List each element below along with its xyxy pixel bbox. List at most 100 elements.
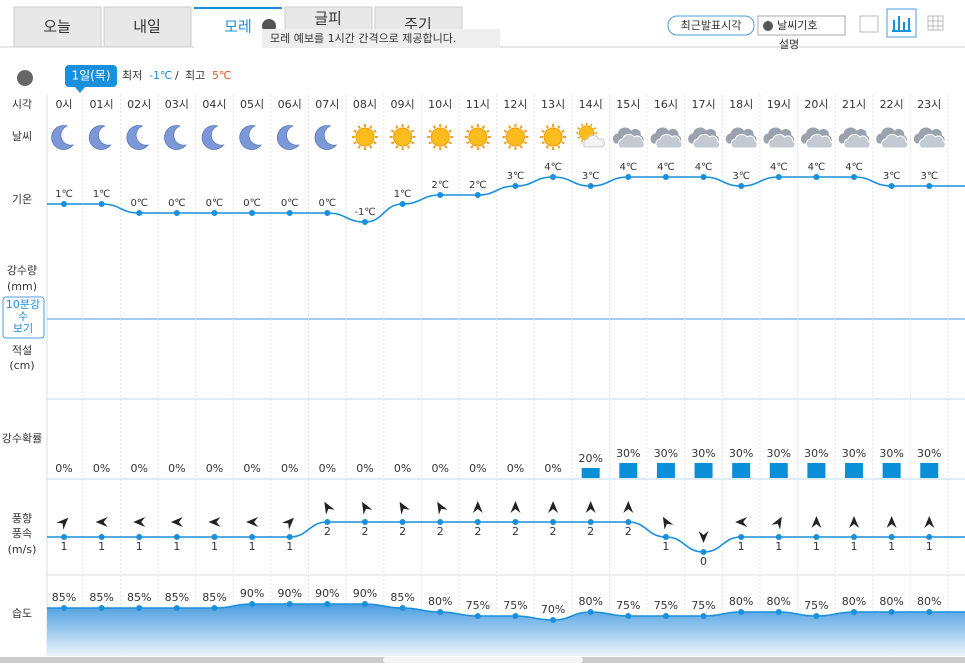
probability-label: 30% bbox=[842, 447, 866, 460]
symbol-button[interactable] bbox=[757, 15, 846, 36]
symbol-button-label[interactable]: 날씨기호 bbox=[777, 19, 817, 32]
temperature-label: 3℃ bbox=[920, 171, 938, 182]
temperature-point bbox=[775, 174, 782, 180]
sun-ray bbox=[373, 141, 377, 145]
ten-min-button-label[interactable]: 수 bbox=[18, 310, 28, 323]
ten-min-button-label[interactable]: 10분강 bbox=[6, 298, 40, 311]
sun-ray bbox=[503, 129, 508, 133]
hour-label: 02시 bbox=[127, 98, 151, 111]
weather-icon bbox=[875, 126, 909, 149]
temperature-label: -1℃ bbox=[354, 207, 375, 218]
wind-speed-label: 1 bbox=[775, 540, 782, 553]
probability-label: 0% bbox=[93, 462, 110, 475]
wind-speed-label: 2 bbox=[437, 525, 444, 538]
latest-button-label[interactable]: 최근발표시각 bbox=[681, 19, 742, 32]
humidity-label: 85% bbox=[89, 591, 113, 604]
probability-label: 30% bbox=[917, 447, 941, 460]
humidity-label: 90% bbox=[277, 587, 301, 600]
temperature-point bbox=[512, 183, 519, 189]
humidity-point bbox=[136, 605, 143, 611]
sun-ray bbox=[369, 125, 373, 129]
humidity-label: 85% bbox=[202, 591, 226, 604]
sun-ray bbox=[466, 129, 470, 133]
tab-label[interactable]: 내일 bbox=[133, 18, 161, 36]
sun-ray bbox=[481, 125, 486, 129]
cloud-icon bbox=[843, 133, 871, 149]
sun-ray bbox=[481, 145, 486, 149]
temperature-label: 4℃ bbox=[657, 162, 675, 173]
view-toggle[interactable] bbox=[859, 8, 944, 38]
min-value: -1℃ bbox=[149, 69, 172, 82]
latest-button[interactable] bbox=[667, 15, 755, 36]
moon-icon bbox=[276, 125, 300, 150]
hour-label: 04시 bbox=[202, 98, 226, 111]
tab-label[interactable]: 글피 bbox=[314, 10, 342, 28]
temperature-point bbox=[211, 210, 218, 216]
description-link[interactable]: 설명 bbox=[779, 38, 799, 51]
wind-arrow bbox=[208, 517, 221, 527]
wind-arrow bbox=[437, 501, 448, 515]
moon-icon bbox=[126, 125, 150, 150]
hour-label: 22시 bbox=[880, 98, 904, 111]
weather-icon bbox=[800, 126, 833, 149]
probability-bar bbox=[694, 463, 713, 478]
sun-ray bbox=[577, 136, 581, 139]
help-icon[interactable] bbox=[17, 70, 33, 86]
row-label: 기온 bbox=[12, 193, 32, 206]
wind-arrow bbox=[811, 516, 822, 528]
wind-arrow bbox=[662, 516, 674, 530]
tab-label[interactable]: 모레 bbox=[224, 18, 252, 36]
wind-arrow bbox=[510, 501, 521, 513]
sun-ray bbox=[508, 125, 512, 129]
sun-ray bbox=[523, 129, 528, 133]
wind-speed-label: 1 bbox=[926, 540, 933, 553]
hour-label: 05시 bbox=[240, 98, 264, 111]
badge-pointer bbox=[75, 87, 85, 93]
wind-point bbox=[625, 519, 632, 525]
wind-arrow bbox=[924, 516, 935, 528]
tab[interactable]: 오늘 bbox=[13, 6, 102, 48]
row-label: 적설 bbox=[12, 344, 32, 357]
row-label: (mm) bbox=[7, 280, 37, 293]
ten-min-button-label[interactable]: 보기 bbox=[13, 322, 33, 335]
sun-ray bbox=[545, 145, 549, 149]
probability-label: 0% bbox=[243, 462, 260, 475]
probability-bar bbox=[807, 463, 826, 478]
probability-label: 30% bbox=[691, 447, 715, 460]
humidity-label: 90% bbox=[315, 587, 339, 600]
date-badge bbox=[65, 65, 117, 87]
tab-label[interactable]: 오늘 bbox=[43, 18, 71, 36]
humidity-label: 90% bbox=[353, 587, 377, 600]
sun-ray bbox=[466, 141, 470, 145]
probability-bar bbox=[581, 468, 600, 478]
probability-label: 20% bbox=[578, 452, 602, 465]
sun-ray bbox=[410, 129, 415, 133]
wind-speed-label: 2 bbox=[324, 525, 331, 538]
sun-ray bbox=[470, 145, 474, 149]
probability-label: 0% bbox=[206, 462, 223, 475]
probability-label: 0% bbox=[469, 462, 486, 475]
sun-ray bbox=[561, 129, 565, 133]
row-label: 풍향 bbox=[12, 512, 32, 525]
tab[interactable]: 내일 bbox=[103, 6, 192, 48]
probability-label: 0% bbox=[356, 462, 373, 475]
wind-arrow bbox=[281, 517, 294, 530]
wind-arrow bbox=[548, 501, 559, 513]
humidity-point bbox=[888, 609, 895, 615]
symbol-icon bbox=[763, 21, 773, 31]
wind-point bbox=[98, 534, 105, 540]
weather-icon bbox=[649, 126, 683, 149]
scrollbar-thumb[interactable] bbox=[383, 657, 583, 663]
sun-ray bbox=[580, 123, 584, 127]
temperature-label: 2℃ bbox=[431, 180, 449, 191]
weather-icon bbox=[427, 124, 454, 150]
humidity-point bbox=[324, 601, 331, 607]
wind-arrow bbox=[849, 516, 860, 528]
ten-min-button[interactable] bbox=[2, 296, 45, 339]
sun-ray bbox=[557, 145, 561, 149]
temperature-point bbox=[474, 192, 481, 198]
sun-ray bbox=[390, 141, 395, 145]
humidity-point bbox=[249, 601, 256, 607]
temperature-point bbox=[437, 192, 444, 198]
humidity-point bbox=[813, 613, 820, 619]
